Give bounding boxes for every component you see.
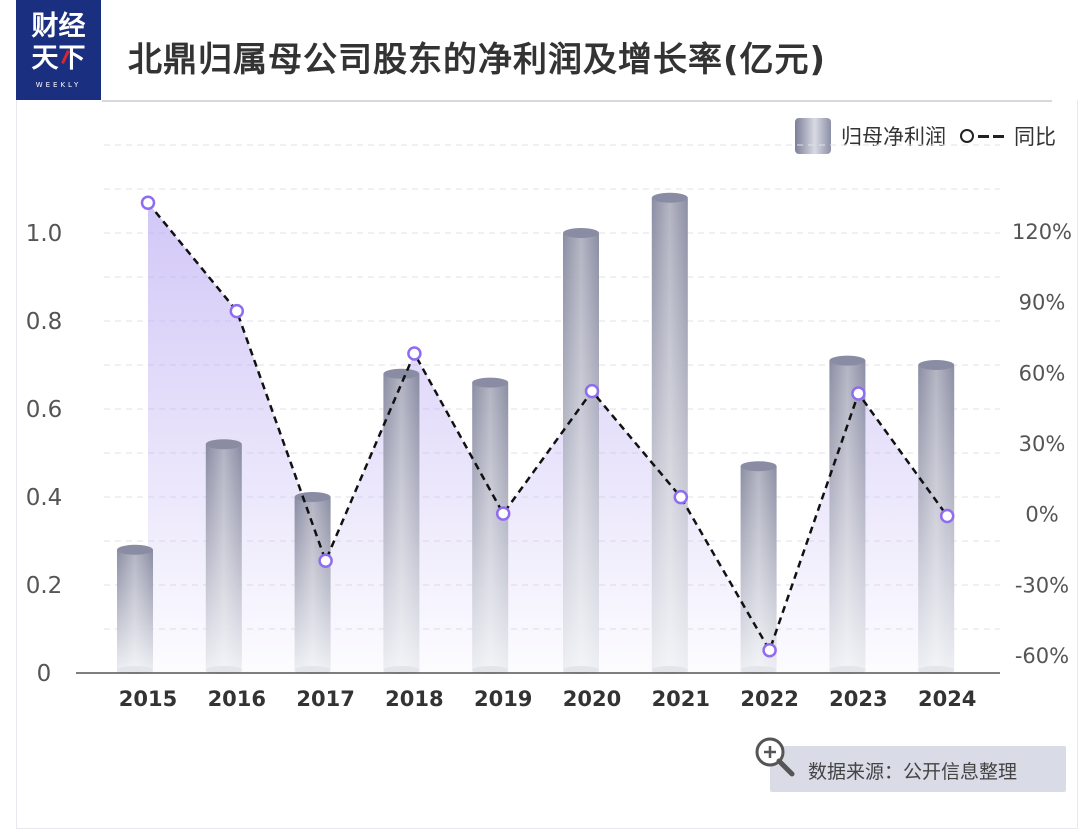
chart-frame (16, 100, 1078, 829)
x-tick-label: 2022 (740, 687, 798, 711)
right-tick-label: -60% (1015, 644, 1069, 668)
bar-cap (294, 492, 331, 502)
bar-cap (383, 368, 420, 379)
growth-point-2018 (407, 346, 422, 361)
left-tick-label: 0.6 (26, 397, 63, 423)
growth-point-2021 (673, 489, 689, 505)
bar-highlight (294, 497, 331, 673)
x-tick-label: 2019 (474, 687, 532, 711)
legend-line-swatch (960, 129, 1004, 143)
bar-highlight (205, 444, 242, 673)
bar-base (205, 666, 242, 674)
bar-highlight (740, 466, 777, 673)
title-divider (102, 100, 1052, 102)
legend-line-label: 同比 (1014, 125, 1056, 149)
growth-line (147, 201, 949, 654)
left-tick-label: 0.2 (26, 573, 63, 599)
bar-2018 (383, 368, 420, 674)
x-tick-label: 2018 (385, 687, 443, 711)
brand-logo: 财经 天下 WEEKLY (16, 0, 101, 100)
bar-base (383, 666, 420, 674)
bar-highlight (472, 382, 509, 673)
bar-highlight (383, 373, 420, 673)
growth-point-2017 (318, 553, 333, 569)
growth-point-2024 (939, 508, 955, 524)
magnifier-icon (755, 737, 795, 777)
bar-cap (829, 355, 866, 366)
bar-base (740, 666, 777, 674)
bar-base (918, 666, 955, 674)
x-tick-label: 2024 (918, 687, 976, 711)
legend-item-bar: 归母净利润 (795, 118, 946, 154)
left-tick-label: 1.0 (26, 221, 63, 247)
bar-base (563, 666, 599, 674)
bar-highlight (829, 360, 866, 673)
bar-base (117, 666, 153, 674)
bar-base (472, 666, 509, 674)
growth-point-2020 (584, 383, 600, 399)
bar-cap (740, 461, 777, 472)
bar-cap (117, 544, 153, 555)
growth-point-2023 (851, 386, 866, 401)
page-title: 北鼎归属母公司股东的净利润及增长率(亿元) (128, 40, 827, 80)
x-tick-label: 2020 (563, 687, 621, 711)
bar-cap (472, 377, 509, 388)
growth-point-2019 (495, 506, 511, 521)
growth-point-2016 (229, 303, 245, 319)
legend-bar-label: 归母净利润 (841, 125, 946, 149)
growth-point-2022 (762, 643, 777, 658)
bar-cap (563, 228, 599, 238)
right-tick-label: 30% (1019, 432, 1066, 456)
bar-2023 (829, 355, 866, 674)
bar-highlight (117, 549, 153, 673)
bar-highlight (651, 197, 688, 674)
bar-2020 (563, 228, 599, 674)
x-tick-label: 2021 (652, 687, 710, 711)
x-tick-label: 2017 (296, 687, 354, 711)
bar-base (294, 666, 331, 674)
x-tick-label: 2023 (829, 687, 887, 711)
left-tick-label: 0.4 (26, 485, 63, 511)
logo-line-1: 财经 (31, 11, 86, 42)
bar-base (829, 666, 866, 674)
left-tick-label: 0 (37, 661, 52, 687)
source-box: 数据来源：公开信息整理 (755, 737, 1066, 792)
growth-point-2015 (140, 195, 156, 210)
bar-2019 (472, 377, 509, 674)
right-tick-label: 90% (1019, 291, 1066, 315)
bar-highlight (563, 233, 599, 673)
left-tick-label: 0.8 (26, 309, 63, 335)
growth-area (148, 202, 948, 673)
bar-2022 (740, 461, 777, 674)
logo-line-2: 天下 (31, 43, 86, 74)
source-text: 数据来源：公开信息整理 (808, 761, 1018, 783)
logo-subtitle: WEEKLY (35, 81, 82, 89)
right-tick-label: 60% (1019, 361, 1066, 385)
bar-2016 (205, 439, 242, 674)
right-tick-label: -30% (1015, 573, 1069, 597)
bar-2015 (117, 544, 153, 674)
x-tick-label: 2016 (208, 687, 266, 711)
chart-legend: 归母净利润 同比 (795, 118, 1056, 154)
legend-item-line: 同比 (960, 121, 1056, 151)
bar-base (651, 666, 688, 674)
bar-2021 (651, 192, 688, 674)
right-tick-label: 0% (1025, 503, 1058, 527)
bar-cap (918, 360, 955, 370)
right-tick-label: 120% (1012, 220, 1072, 244)
bar-2017 (294, 492, 331, 674)
legend-bar-swatch (795, 118, 831, 154)
bar-cap (651, 192, 688, 203)
bar-cap (205, 439, 242, 450)
x-tick-label: 2015 (119, 687, 177, 711)
